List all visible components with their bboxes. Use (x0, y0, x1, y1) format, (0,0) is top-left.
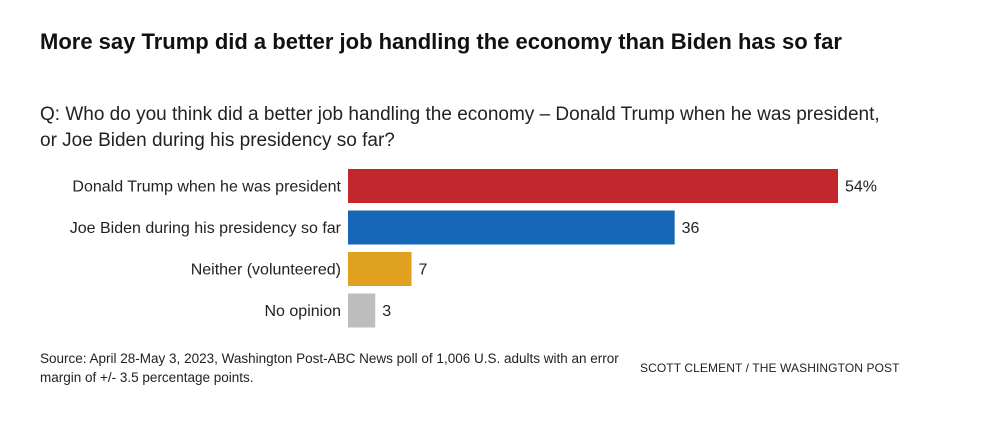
chart-subtitle: Q: Who do you think did a better job han… (40, 104, 880, 151)
value-label: 3 (382, 303, 391, 320)
credit-line: SCOTT CLEMENT / THE WASHINGTON POST (640, 361, 900, 375)
bar (348, 169, 838, 203)
bar (348, 293, 376, 328)
value-label: 54% (845, 179, 877, 196)
category-label: Donald Trump when he was president (72, 179, 341, 196)
value-label: 7 (419, 262, 428, 279)
category-label: Neither (volunteered) (191, 262, 341, 279)
source-note: Source: April 28-May 3, 2023, Washington… (40, 351, 619, 385)
category-label: Joe Biden during his presidency so far (70, 220, 342, 237)
category-label: No opinion (265, 303, 342, 320)
bar (348, 210, 675, 245)
bar (348, 252, 412, 286)
chart-title: More say Trump did a better job handling… (40, 29, 842, 54)
value-label: 36 (682, 220, 700, 237)
bar-chart: Donald Trump when he was president 54% Joe… (70, 169, 877, 328)
